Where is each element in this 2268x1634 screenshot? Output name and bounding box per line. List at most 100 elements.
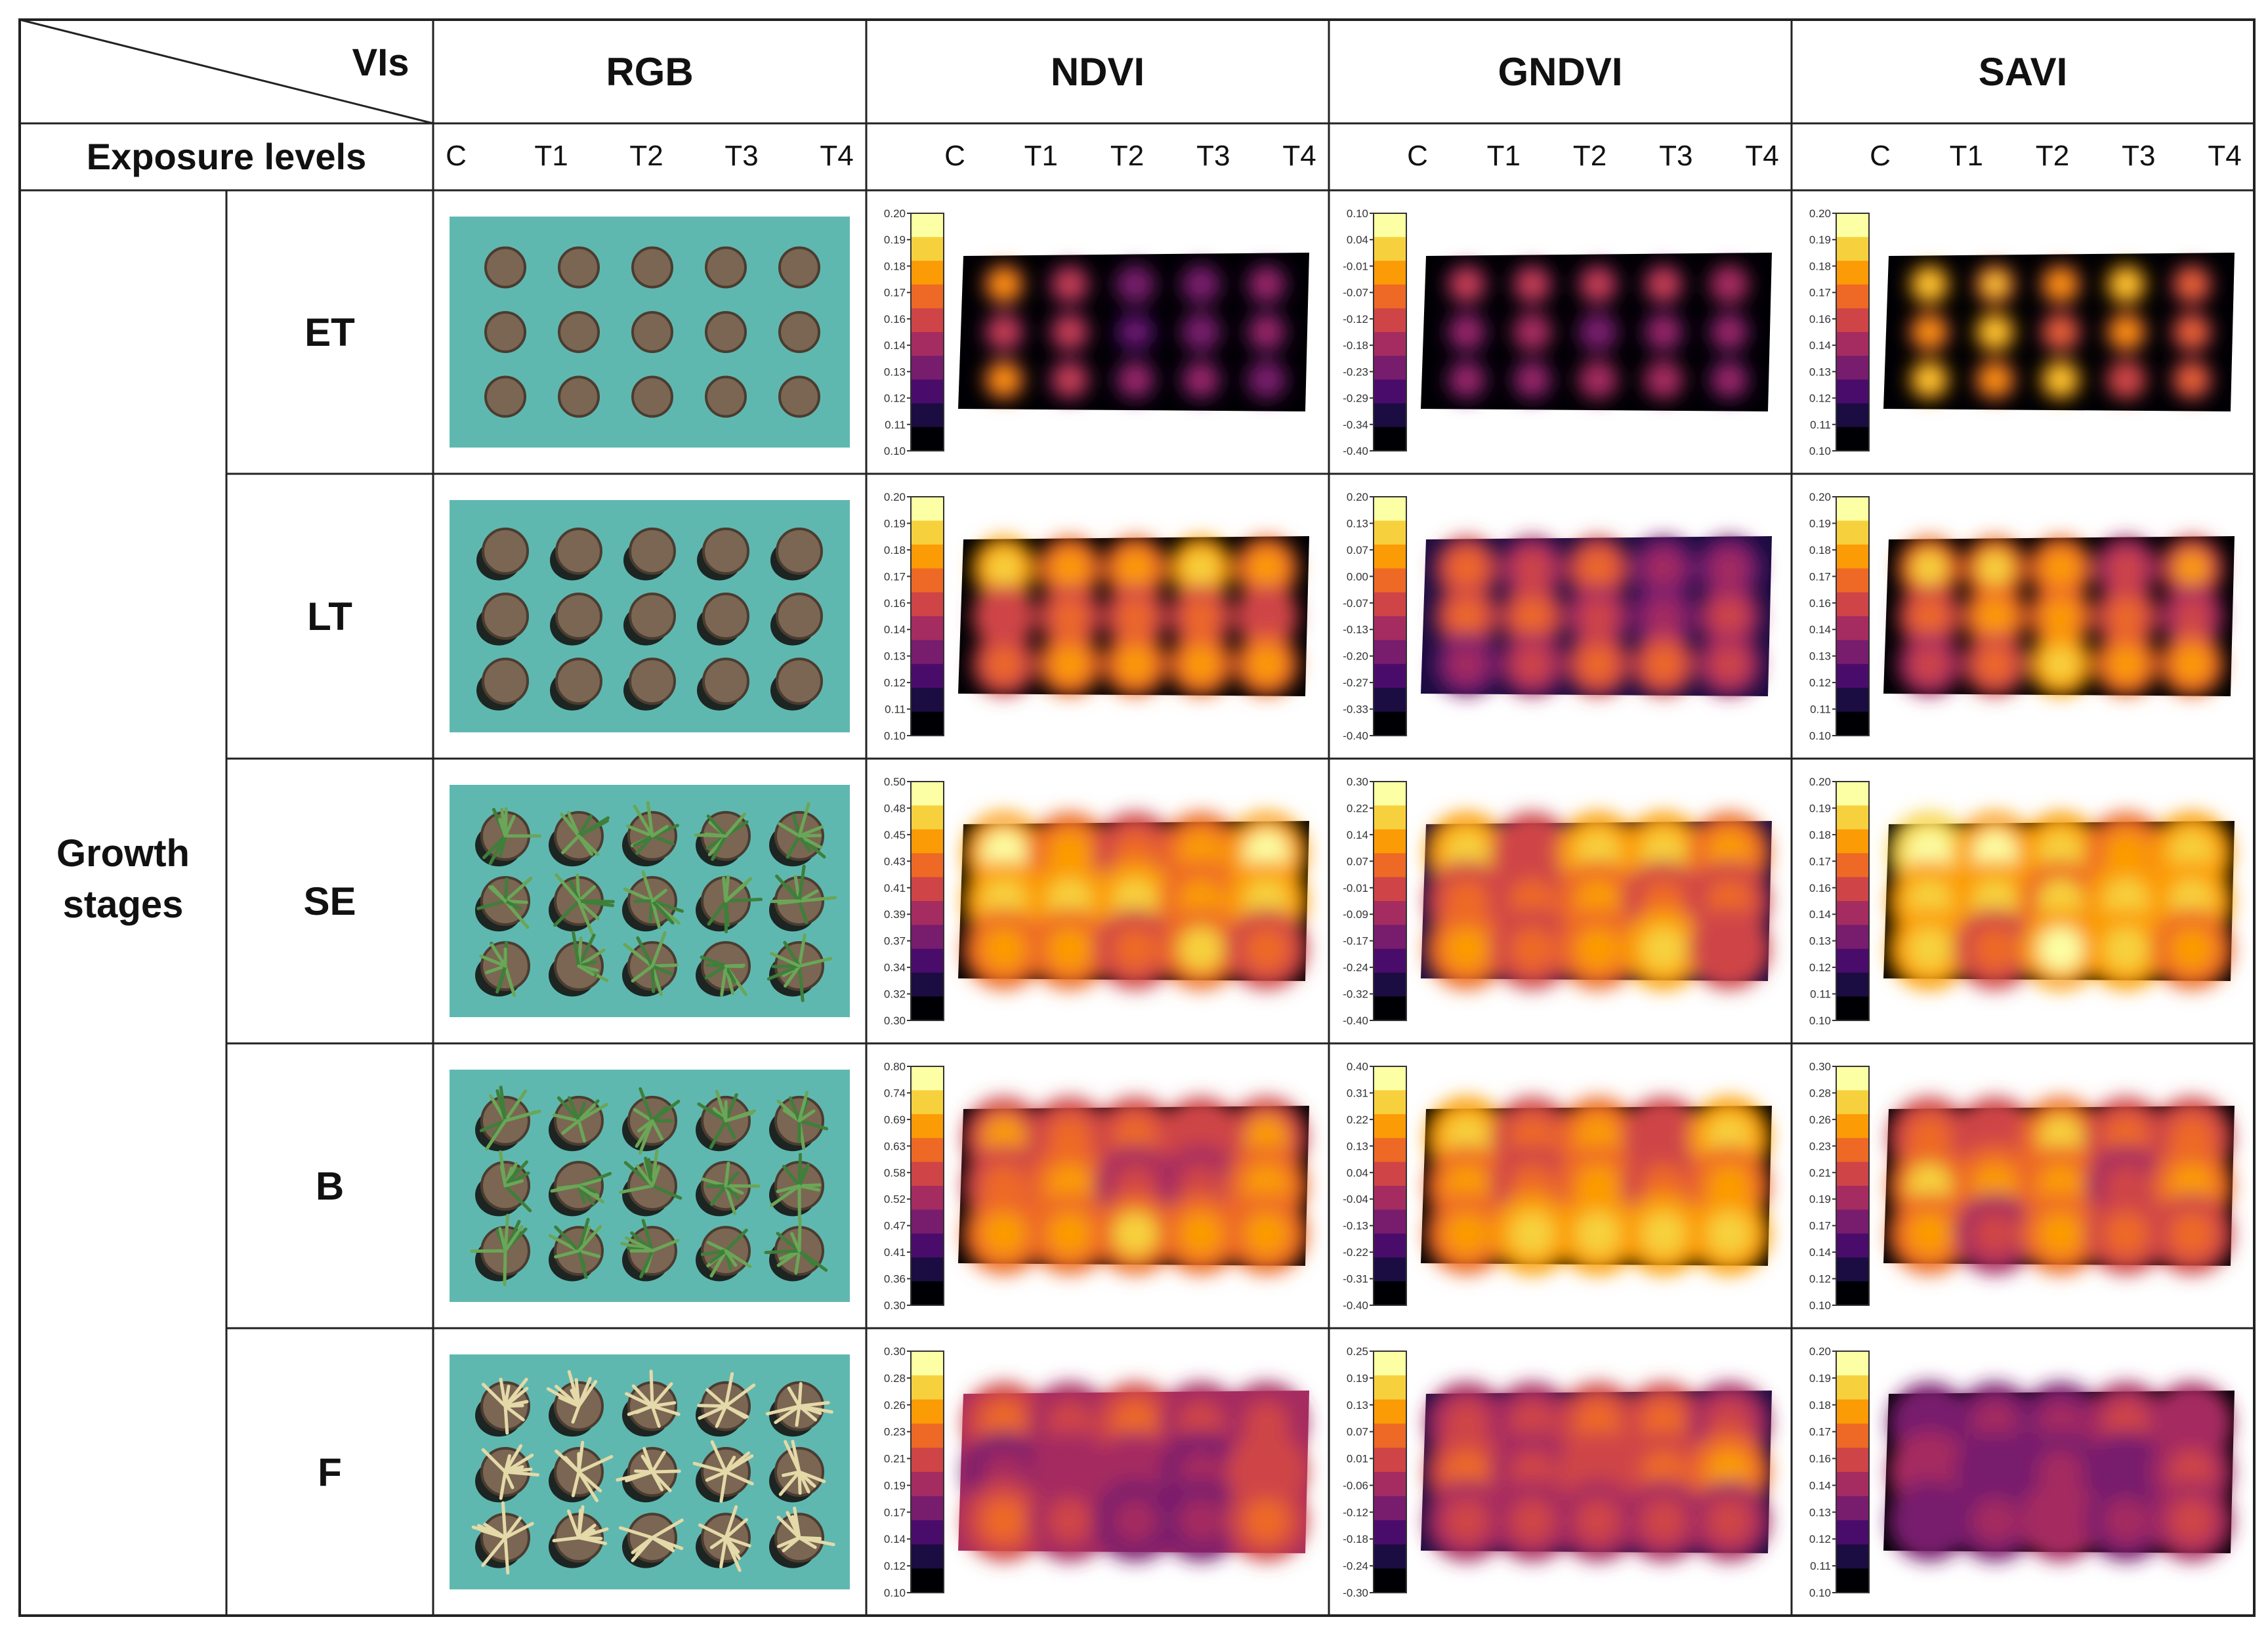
- colorbar-tick-label: 0.22: [1347, 802, 1368, 814]
- colorbar-tick-label: 0.41: [884, 882, 906, 894]
- colorbar-tick-label: 0.17: [884, 1506, 906, 1519]
- ndvi-map-f: 0.30 0.28 0.26 0.23 0.21 0.19 0.17 0.14 0.12 0.10: [884, 1345, 1309, 1599]
- colorbar-tick-label: 0.13: [1809, 1506, 1831, 1519]
- colorbar-tick-label: 0.20: [1809, 207, 1831, 220]
- stage-label-et: ET: [304, 310, 355, 354]
- colorbar-tick-label: -0.18: [1343, 1533, 1368, 1545]
- savi-map-et: 0.20 0.19 0.18 0.17 0.16 0.14 0.13 0.12 0.11 0.10: [1809, 207, 2235, 457]
- colorbar-tick-label: 0.16: [884, 313, 906, 325]
- colorbar-tick-label: 0.47: [884, 1220, 906, 1232]
- exposure-level-rgb-t4: T4: [820, 140, 854, 172]
- colorbar-tick-label: 0.18: [1809, 544, 1831, 556]
- gndvi-map-b: 0.40 0.31 0.22 0.13 0.04 -0.04 -0.13 -0.22 -0.31…: [1343, 1060, 1772, 1312]
- colorbar-tick-label: 0.39: [884, 908, 906, 921]
- colorbar-tick-label: 0.30: [884, 1345, 906, 1358]
- gndvi-map-lt: 0.20 0.13 0.07 0.00 -0.07 -0.13 -0.20 -0.27 -0.3…: [1343, 491, 1772, 742]
- colorbar-tick-label: 0.30: [884, 1015, 906, 1027]
- colorbar-tick-label: 0.43: [884, 855, 906, 868]
- colorbar-tick-label: 0.19: [1347, 1372, 1368, 1385]
- colorbar-tick-label: 0.31: [1347, 1087, 1368, 1099]
- column-header-savi: SAVI: [1978, 49, 2068, 94]
- table-grid-lines: [18, 18, 2256, 1617]
- colorbar-tick-label: 0.17: [1809, 855, 1831, 868]
- colorbar-tick-label: 0.11: [1810, 419, 1831, 431]
- colorbar-tick-label: 0.14: [1809, 339, 1831, 352]
- colorbar-tick-label: -0.33: [1343, 703, 1368, 716]
- colorbar-tick-label: 0.10: [1809, 445, 1831, 457]
- colorbar-tick-label: -0.09: [1343, 908, 1368, 921]
- colorbar-tick-label: 0.13: [1347, 517, 1368, 530]
- colorbar-tick-label: 0.28: [1809, 1087, 1831, 1099]
- colorbar-tick-label: 0.26: [1809, 1114, 1831, 1126]
- colorbar-tick-label: 0.19: [884, 234, 906, 246]
- colorbar-tick-label: 0.41: [884, 1246, 906, 1259]
- colorbar-tick-label: 0.19: [884, 517, 906, 530]
- colorbar-tick-label: 0.16: [1809, 882, 1831, 894]
- colorbar-tick-label: 0.17: [1809, 1426, 1831, 1438]
- exposure-level-gndvi-t2: T2: [1572, 140, 1607, 172]
- colorbar-tick-label: 0.20: [1809, 1345, 1831, 1358]
- colorbar-tick-label: 0.14: [1809, 1479, 1831, 1492]
- colorbar-tick-label: 0.12: [1809, 677, 1831, 689]
- colorbar-tick-label: 0.20: [1809, 776, 1831, 788]
- colorbar-tick-label: 0.20: [884, 491, 906, 503]
- exposure-level-rgb-c: C: [446, 140, 467, 172]
- exposure-level-rgb-t2: T2: [629, 140, 663, 172]
- savi-map-b: 0.30 0.28 0.26 0.23 0.21 0.19 0.17 0.14 0.12 0.10: [1809, 1060, 2235, 1312]
- column-header-rgb: RGB: [606, 49, 694, 94]
- colorbar-tick-label: 0.10: [1809, 1299, 1831, 1312]
- colorbar-tick-label: 0.18: [884, 544, 906, 556]
- colorbar-tick-label: 0.18: [1809, 829, 1831, 841]
- colorbar-tick-label: -0.12: [1343, 313, 1368, 325]
- colorbar-tick-label: 0.00: [1347, 570, 1368, 583]
- exposure-level-ndvi-t3: T3: [1196, 140, 1230, 172]
- corner-label-vis: VIs: [352, 41, 410, 84]
- rgb-image-b: [450, 1070, 850, 1302]
- colorbar-tick-label: 0.74: [884, 1087, 906, 1099]
- colorbar-tick-label: -0.17: [1343, 935, 1368, 948]
- colorbar-tick-label: -0.20: [1343, 650, 1368, 663]
- colorbar-tick-label: 0.07: [1347, 1426, 1368, 1438]
- colorbar-tick-label: 0.04: [1347, 1167, 1368, 1179]
- colorbar-tick-label: 0.17: [884, 287, 906, 299]
- colorbar-tick-label: -0.32: [1343, 988, 1368, 1001]
- colorbar-tick-label: 0.37: [884, 935, 906, 948]
- colorbar-tick-label: 0.13: [884, 366, 906, 378]
- colorbar-tick-label: 0.10: [884, 730, 906, 742]
- colorbar-tick-label: 0.14: [1347, 829, 1368, 841]
- colorbar-tick-label: 0.36: [884, 1273, 906, 1286]
- colorbar-tick-label: -0.30: [1343, 1587, 1368, 1599]
- stage-label-se: SE: [303, 879, 356, 923]
- colorbar-tick-label: 0.23: [884, 1426, 906, 1438]
- colorbar-tick-label: -0.01: [1343, 260, 1368, 272]
- rgb-image-f: [450, 1354, 850, 1589]
- column-header-gndvi: GNDVI: [1498, 49, 1623, 94]
- colorbar-tick-label: -0.13: [1343, 623, 1368, 636]
- colorbar-tick-label: 0.25: [1347, 1345, 1368, 1358]
- colorbar-tick-label: 0.17: [1809, 1220, 1831, 1232]
- colorbar-tick-label: 0.17: [1809, 570, 1831, 583]
- colorbar-tick-label: -0.29: [1343, 392, 1368, 405]
- colorbar-tick-label: 0.17: [1809, 287, 1831, 299]
- colorbar-tick-label: 0.16: [1809, 597, 1831, 610]
- colorbar-tick-label: 0.52: [884, 1193, 906, 1205]
- colorbar-tick-label: 0.16: [884, 597, 906, 610]
- colorbar-tick-label: 0.10: [1809, 1587, 1831, 1599]
- colorbar-tick-label: 0.13: [1347, 1140, 1368, 1152]
- colorbar-tick-label: -0.24: [1343, 961, 1368, 974]
- rgb-image-et: [450, 217, 850, 448]
- colorbar-tick-label: 0.12: [884, 392, 906, 405]
- gndvi-map-et: 0.10 0.04 -0.01 -0.07 -0.12 -0.18 -0.23 -0.29 -0…: [1343, 207, 1772, 457]
- colorbar-tick-label: 0.11: [1810, 703, 1831, 716]
- colorbar-tick-label: 0.28: [884, 1372, 906, 1385]
- colorbar-tick-label: 0.20: [884, 207, 906, 220]
- exposure-level-savi-c: C: [1870, 140, 1891, 172]
- savi-map-lt: 0.20 0.19 0.18 0.17 0.16 0.14 0.13 0.12 0.11 0.10: [1809, 491, 2235, 742]
- colorbar-tick-label: 0.21: [884, 1453, 906, 1465]
- exposure-level-ndvi-t2: T2: [1110, 140, 1144, 172]
- colorbar-tick-label: 0.12: [884, 1560, 906, 1572]
- colorbar-tick-label: 0.14: [884, 339, 906, 352]
- colorbar-tick-label: -0.40: [1343, 1015, 1368, 1027]
- colorbar-tick-label: -0.07: [1343, 597, 1368, 610]
- ndvi-map-se: 0.50 0.48 0.45 0.43 0.41 0.39 0.37 0.34 0.32 0.30: [884, 776, 1309, 1027]
